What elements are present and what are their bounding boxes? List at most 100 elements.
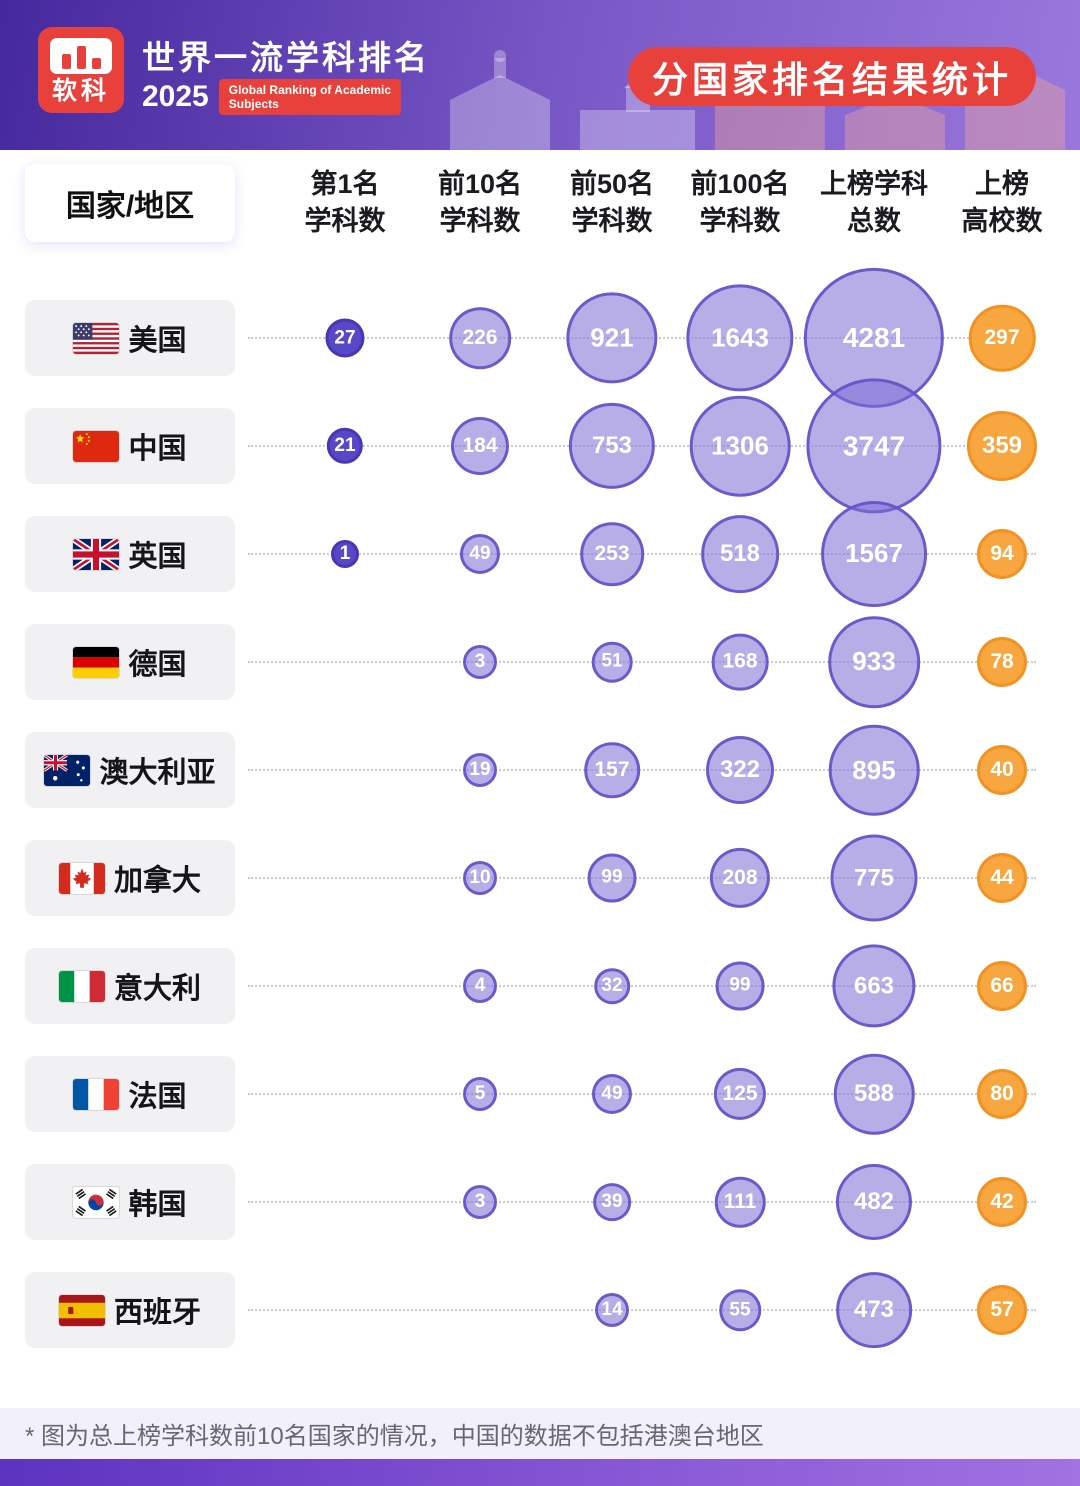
logo-text: 软科: [51, 77, 110, 105]
ca-flag-icon: [58, 862, 105, 894]
table-row-au: 澳大利亚 19 157 322 895 40: [0, 716, 1080, 824]
bubble-top10: 184: [450, 416, 510, 476]
table-row-ca: 加拿大 10 99 208 775 44: [0, 824, 1080, 932]
row-dotted-line: [248, 985, 1036, 987]
row-dotted-line: [248, 1201, 1036, 1203]
column-header-top10: 前10名 学科数: [437, 169, 523, 236]
table-row-es: 西班牙 14 55 473 57: [0, 1256, 1080, 1364]
row-dotted-line: [248, 1093, 1036, 1095]
bubble-universities: 297: [968, 304, 1036, 372]
country-label: 加拿大: [113, 865, 201, 897]
bubble-total-subjects: 588: [833, 1053, 915, 1135]
table-row-fr: 法国 5 49 125 588 80: [0, 1040, 1080, 1148]
row-dotted-line: [248, 661, 1036, 663]
country-label: 澳大利亚: [99, 757, 216, 789]
table-row-kr: 韩国 3 39 111 482 42: [0, 1148, 1080, 1256]
cn-flag-icon: [73, 430, 120, 462]
bubble-top10: 4: [463, 969, 497, 1003]
country-label: 法国: [128, 1081, 187, 1113]
country-box: 西班牙: [25, 1272, 235, 1348]
column-header-universities: 上榜 高校数: [961, 169, 1043, 236]
bubble-top50: 32: [594, 968, 630, 1004]
bubble-universities: 44: [977, 853, 1027, 903]
bubble-top50: 253: [580, 522, 644, 586]
footnote-text: * 图为总上榜学科数前10名国家的情况，中国的数据不包括港澳台地区: [25, 1423, 764, 1450]
gb-flag-icon: [73, 538, 120, 570]
bubble-universities: 57: [977, 1285, 1027, 1335]
bubble-universities: 94: [977, 529, 1027, 579]
page-header: 软科 世界一流学科排名 2025 Global Ranking of Acade…: [0, 0, 1080, 150]
bubble-top50: 921: [566, 292, 658, 384]
bubble-top10: 3: [463, 1185, 497, 1219]
bubble-universities: 80: [977, 1069, 1027, 1119]
bubble-top50: 49: [591, 1073, 633, 1115]
row-dotted-line: [248, 1309, 1036, 1311]
country-label: 中国: [128, 433, 187, 465]
bubble-rank1: 21: [326, 427, 364, 465]
bubble-top100: 125: [713, 1067, 767, 1121]
bubble-total-subjects: 3747: [806, 378, 942, 514]
bubble-top100: 55: [719, 1289, 761, 1331]
bubble-top100: 518: [701, 515, 779, 593]
bubble-total-subjects: 933: [828, 616, 920, 708]
country-label: 德国: [128, 649, 187, 681]
bubble-top100: 111: [714, 1176, 766, 1228]
bubble-top10: 3: [463, 645, 497, 679]
country-box: 德国: [25, 624, 235, 700]
table-row-us: 美国 27 226 921 1643 4281 297: [0, 267, 1080, 409]
bubble-top10: 226: [449, 307, 511, 369]
country-box: 中国: [25, 408, 235, 484]
bubble-top100: 99: [715, 961, 765, 1011]
country-box: 澳大利亚: [25, 732, 235, 808]
bubble-top50: 157: [584, 742, 640, 798]
es-flag-icon: [58, 1294, 105, 1326]
bubble-top50: 99: [587, 853, 637, 903]
column-header-rank1: 第1名 学科数: [304, 169, 386, 236]
bubble-top50: 14: [595, 1293, 629, 1327]
country-box: 意大利: [25, 948, 235, 1024]
bottom-accent-bar: [0, 1459, 1080, 1486]
country-label: 英国: [128, 541, 187, 573]
table-row-it: 意大利 4 32 99 663 66: [0, 932, 1080, 1040]
shanghairanking-logo: 软科: [38, 27, 124, 113]
kr-flag-icon: [73, 1186, 120, 1218]
row-dotted-line: [248, 877, 1036, 879]
title-subrow: 2025 Global Ranking of Academic Subjects: [142, 79, 402, 115]
table-row-de: 德国 3 51 168 933 78: [0, 608, 1080, 716]
de-flag-icon: [73, 646, 120, 678]
bubble-top50: 753: [568, 402, 656, 490]
bubble-rank1: 1: [331, 540, 359, 568]
bubble-total-subjects: 663: [832, 944, 916, 1028]
au-flag-icon: [44, 754, 91, 786]
country-box: 美国: [25, 300, 235, 376]
country-box: 韩国: [25, 1164, 235, 1240]
footnote-band: * 图为总上榜学科数前10名国家的情况，中国的数据不包括港澳台地区: [0, 1408, 1080, 1459]
country-label: 西班牙: [113, 1297, 201, 1329]
country-box: 法国: [25, 1056, 235, 1132]
bubble-universities: 78: [977, 637, 1027, 687]
us-flag-icon: [73, 322, 120, 354]
it-flag-icon: [58, 970, 105, 1002]
row-dotted-line: [248, 769, 1036, 771]
bubble-universities: 66: [977, 961, 1027, 1011]
bubble-total-subjects: 1567: [821, 501, 927, 607]
bubble-top100: 1306: [689, 395, 791, 497]
column-header-top50: 前50名 学科数: [569, 169, 655, 236]
bubble-top100: 168: [711, 633, 769, 691]
bubble-top10: 19: [463, 753, 497, 787]
table-row-gb: 英国 1 49 253 518 1567 94: [0, 500, 1080, 608]
page-title: 世界一流学科排名: [142, 39, 430, 76]
country-label: 韩国: [128, 1189, 187, 1221]
bubble-total-subjects: 895: [828, 724, 920, 816]
country-label: 美国: [128, 325, 187, 357]
fr-flag-icon: [73, 1078, 120, 1110]
column-header-top100: 前100名 学科数: [690, 169, 790, 236]
bubble-universities: 40: [977, 745, 1027, 795]
bubble-top10: 10: [463, 861, 497, 895]
bubble-top100: 208: [709, 847, 771, 909]
bubble-top50: 51: [591, 641, 633, 683]
table-row-cn: 中国 21 184 753 1306 3747 359: [0, 378, 1080, 514]
country-box: 加拿大: [25, 840, 235, 916]
section-badge: 分国家排名结果统计: [628, 47, 1036, 106]
